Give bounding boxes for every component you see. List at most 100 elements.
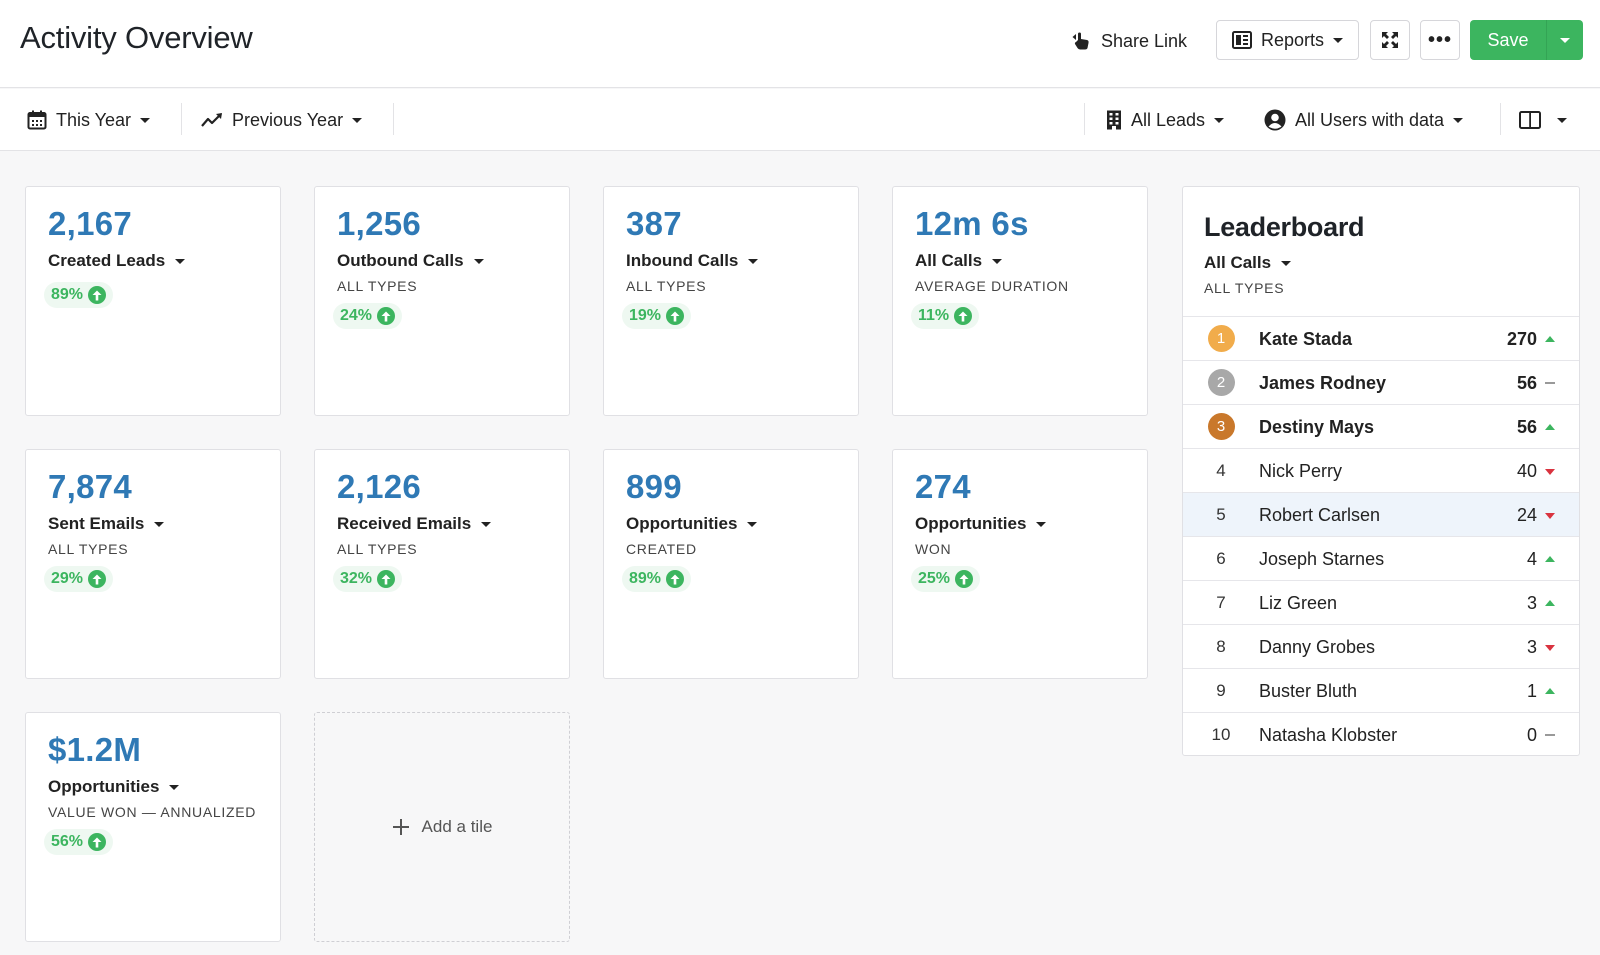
metric-tile[interactable]: 1,256 Outbound Calls ALL TYPES 24% (314, 186, 570, 416)
users-filter[interactable]: All Users with data (1264, 105, 1464, 135)
change-percent: 11% (918, 307, 950, 324)
leaderboard-row[interactable]: 8 Danny Grobes 3 (1183, 624, 1579, 668)
user-name: Destiny Mays (1259, 416, 1375, 437)
rank-cell: 6 (1183, 549, 1259, 569)
chevron-down-icon (1214, 117, 1225, 123)
metric-tile[interactable]: 2,167 Created Leads 89% (25, 186, 281, 416)
arrow-up-circle-icon (88, 286, 107, 304)
report-icon (1231, 31, 1252, 49)
save-options-button[interactable] (1546, 20, 1583, 60)
leaderboard-row[interactable]: 4 Nick Perry 40 (1183, 448, 1579, 492)
page-title: Activity Overview (20, 20, 253, 55)
metric-label-dropdown[interactable]: All Calls (915, 251, 1003, 271)
change-badge: 11% (911, 303, 980, 329)
rank-number: 10 (1211, 724, 1231, 744)
plus-icon (392, 819, 409, 835)
change-percent: 56% (51, 833, 84, 850)
user-score: 270 (1506, 328, 1537, 349)
compare-filter-label: Previous Year (232, 109, 344, 130)
user-score: 24 (1516, 504, 1537, 525)
divider (1500, 103, 1501, 135)
fullscreen-button[interactable] (1370, 20, 1410, 60)
save-button-group: Save (1470, 20, 1583, 60)
rank-number: 9 (1216, 680, 1226, 700)
calendar-icon (27, 110, 47, 130)
user-name: Natasha Klobster (1259, 724, 1398, 745)
change-badge: 56% (44, 829, 114, 855)
leaderboard-subtitle: ALL TYPES (1204, 280, 1285, 296)
rank-medal-icon: 3 (1207, 413, 1235, 440)
metric-tile[interactable]: 899 Opportunities CREATED 89% (603, 449, 859, 679)
divider (393, 103, 394, 135)
compare-filter[interactable]: Previous Year (201, 105, 363, 135)
period-filter[interactable]: This Year (27, 105, 151, 135)
leaderboard-row[interactable]: 5 Robert Carlsen 24 (1183, 492, 1579, 536)
metric-label: All Calls (915, 251, 983, 270)
change-badge: 89% (622, 566, 692, 592)
layout-toggle[interactable] (1519, 105, 1567, 135)
change-percent: 19% (629, 307, 662, 324)
share-link-button[interactable]: Share Link (1072, 26, 1187, 56)
change-badge: 89% (44, 282, 114, 308)
rank-cell: 2 (1183, 369, 1259, 396)
metric-label-dropdown[interactable]: Outbound Calls (337, 251, 484, 271)
metric-subtitle: ALL TYPES (337, 278, 418, 294)
leaderboard-metric-dropdown[interactable]: All Calls (1204, 253, 1292, 273)
user-score: 0 (1526, 724, 1537, 745)
metric-label: Sent Emails (48, 514, 145, 533)
metric-label-dropdown[interactable]: Inbound Calls (626, 251, 759, 271)
chevron-down-icon (748, 258, 759, 264)
leaderboard-row[interactable]: 6 Joseph Starnes 4 (1183, 536, 1579, 580)
rank-number: 7 (1216, 592, 1226, 612)
arrow-up-circle-icon (377, 570, 396, 588)
metric-label: Received Emails (337, 514, 472, 533)
user-score: 3 (1526, 592, 1537, 613)
leaderboard-row[interactable]: 2 James Rodney 56 (1183, 360, 1579, 404)
metric-value: 274 (915, 468, 971, 505)
metric-label-dropdown[interactable]: Opportunities (915, 514, 1047, 534)
leaderboard-title: Leaderboard (1204, 212, 1365, 242)
rank-cell: 9 (1183, 681, 1259, 701)
change-percent: 32% (340, 570, 373, 587)
user-name: Liz Green (1259, 592, 1338, 613)
trend-up-icon (1545, 556, 1555, 562)
add-tile-label: Add a tile (421, 817, 493, 836)
more-options-button[interactable]: ••• (1420, 20, 1460, 60)
leaderboard-row[interactable]: 10 Natasha Klobster 0 (1183, 712, 1579, 755)
leads-filter[interactable]: All Leads (1106, 105, 1225, 135)
trend-up-icon (1545, 600, 1555, 606)
chevron-down-icon (352, 117, 363, 123)
metric-label-dropdown[interactable]: Sent Emails (48, 514, 165, 534)
metric-label-dropdown[interactable]: Opportunities (48, 777, 180, 797)
rank-cell: 1 (1183, 325, 1259, 352)
leaderboard-row[interactable]: 9 Buster Bluth 1 (1183, 668, 1579, 712)
metric-tile[interactable]: 2,126 Received Emails ALL TYPES 32% (314, 449, 570, 679)
metric-tile[interactable]: 7,874 Sent Emails ALL TYPES 29% (25, 449, 281, 679)
metric-label-dropdown[interactable]: Opportunities (626, 514, 758, 534)
leaderboard-row[interactable]: 7 Liz Green 3 (1183, 580, 1579, 624)
filter-bar: This Year Previous Year All Leads All Us… (0, 89, 1600, 151)
metric-tile[interactable]: $1.2M Opportunities VALUE WON — ANNUALIZED… (25, 712, 281, 942)
rank-cell: 10 (1183, 725, 1259, 745)
reports-button[interactable]: Reports (1216, 20, 1359, 60)
leaderboard-row[interactable]: 3 Destiny Mays 56 (1183, 404, 1579, 448)
chevron-down-icon (747, 521, 758, 527)
save-button[interactable]: Save (1487, 29, 1529, 50)
leaderboard-row[interactable]: 1 Kate Stada 270 (1183, 316, 1579, 360)
building-icon (1107, 110, 1121, 130)
add-tile-button[interactable]: Add a tile (314, 712, 570, 942)
change-badge: 25% (911, 566, 981, 592)
user-name: Joseph Starnes (1259, 548, 1385, 569)
metric-label-dropdown[interactable]: Received Emails (337, 514, 492, 534)
metric-tile[interactable]: 387 Inbound Calls ALL TYPES 19% (603, 186, 859, 416)
user-score: 4 (1526, 548, 1537, 569)
metric-tile[interactable]: 12m 6s All Calls AVERAGE DURATION 11% (892, 186, 1148, 416)
arrow-up-circle-icon (88, 833, 107, 851)
chevron-down-icon (1453, 117, 1464, 123)
page-header: Activity Overview Share Link Reports ••• (0, 0, 1600, 88)
metric-label-dropdown[interactable]: Created Leads (48, 251, 186, 271)
trend-down-icon (1545, 645, 1555, 651)
metric-tile[interactable]: 274 Opportunities WON 25% (892, 449, 1148, 679)
divider (1084, 103, 1085, 135)
metric-value: 387 (626, 205, 682, 242)
